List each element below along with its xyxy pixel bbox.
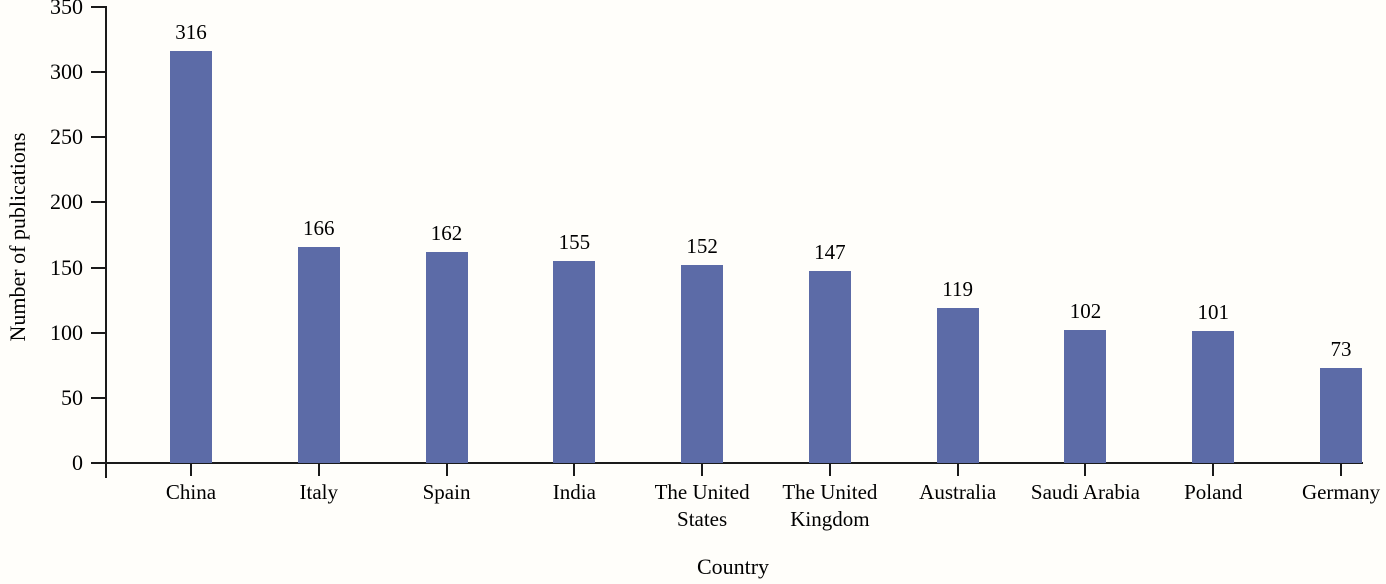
x-axis-line	[105, 462, 1363, 464]
bar-value-label: 166	[303, 215, 335, 240]
y-tick-label: 0	[72, 450, 83, 475]
x-tick	[190, 463, 192, 476]
x-tick	[445, 463, 448, 476]
bar-value-label: 152	[686, 233, 718, 258]
category-label: China	[165, 480, 217, 504]
category-label: Saudi Arabia	[1030, 480, 1140, 504]
bar-value-label: 102	[1069, 299, 1102, 324]
y-axis-line	[105, 6, 107, 478]
bar	[1064, 330, 1107, 463]
category-label: The United States	[654, 480, 750, 531]
category-label: Italy	[299, 480, 338, 504]
x-tick	[828, 463, 831, 476]
y-axis-title: Number of publications	[5, 132, 30, 342]
bar-value-label: 316	[175, 20, 207, 45]
x-tick	[317, 463, 320, 476]
bar	[297, 246, 340, 463]
y-tick-label: 250	[50, 124, 83, 150]
y-tick-label: 50	[61, 384, 83, 410]
category-label: Poland	[1184, 480, 1243, 504]
y-tick-label: 150	[50, 254, 83, 280]
bar	[1320, 367, 1363, 463]
bar	[170, 51, 212, 463]
category-label: India	[552, 480, 596, 504]
y-tick	[91, 266, 105, 269]
x-tick	[701, 463, 704, 476]
y-tick	[91, 6, 105, 8]
category-label: Australia	[919, 480, 997, 504]
y-tick-label: 350	[50, 0, 83, 19]
category-label: Germany	[1301, 480, 1381, 504]
bar-value-label: 147	[814, 240, 846, 265]
bar	[936, 307, 979, 463]
bar	[1192, 331, 1235, 463]
bar-value-label: 101	[1197, 300, 1229, 325]
y-tick-label: 300	[50, 59, 83, 85]
bar-value-label: 162	[430, 220, 463, 245]
y-tick	[91, 201, 105, 204]
bar	[681, 264, 724, 463]
bar-value-label: 73	[1330, 336, 1352, 361]
bar	[808, 271, 851, 463]
bar-value-label: 119	[942, 276, 974, 301]
x-tick	[1340, 463, 1343, 476]
y-tick-label: 200	[50, 189, 83, 215]
y-tick	[91, 462, 105, 464]
category-label: The United Kingdom	[782, 480, 878, 531]
x-tick	[1084, 463, 1087, 476]
y-tick-label: 100	[50, 319, 83, 345]
bar-value-label: 155	[558, 230, 591, 255]
y-tick	[91, 71, 105, 74]
y-tick	[91, 396, 105, 399]
y-tick	[91, 136, 105, 139]
bar	[425, 251, 468, 463]
bar	[553, 261, 596, 463]
x-tick	[1212, 463, 1215, 476]
x-axis-title: Country	[696, 554, 770, 579]
y-tick	[91, 331, 105, 334]
x-tick	[573, 463, 576, 476]
x-tick	[956, 463, 959, 476]
category-label: Spain	[422, 480, 471, 504]
